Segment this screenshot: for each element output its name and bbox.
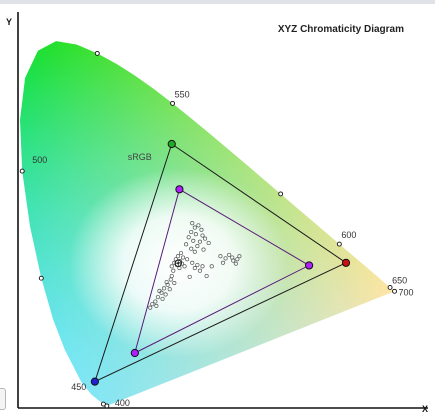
gamut-vertex xyxy=(167,139,176,149)
data-points xyxy=(148,221,242,310)
data-point xyxy=(197,268,202,273)
data-point xyxy=(223,256,228,261)
data-point xyxy=(180,255,186,260)
gamut-vertex xyxy=(90,377,99,386)
data-point xyxy=(227,252,232,257)
data-point xyxy=(164,280,169,285)
data-point xyxy=(153,299,158,304)
gamut-layer: sRGB xyxy=(90,139,351,386)
data-point xyxy=(172,260,177,265)
data-point xyxy=(186,235,191,240)
data-point xyxy=(203,236,208,241)
data-point xyxy=(235,257,240,262)
spectral-locus-fill xyxy=(20,41,395,406)
data-point xyxy=(201,247,206,252)
gamut-vertex xyxy=(341,258,351,267)
wavelength-labels: 400 450 500 550 600 650 700 xyxy=(32,89,413,408)
locus-marker xyxy=(38,275,44,281)
wavelength-label: 450 xyxy=(71,382,86,392)
data-point xyxy=(192,249,197,254)
data-point xyxy=(160,296,165,301)
data-point xyxy=(195,244,200,249)
data-point xyxy=(172,280,177,286)
locus-marker xyxy=(278,191,284,197)
window-top-bar xyxy=(0,0,435,4)
gamut-vertex xyxy=(130,348,139,358)
wavelength-label: 550 xyxy=(175,89,190,99)
data-point xyxy=(199,227,204,232)
locus-marker xyxy=(392,288,397,294)
data-point xyxy=(192,266,197,271)
gamut-triangle-1 xyxy=(134,188,311,354)
data-point xyxy=(162,286,167,291)
data-point xyxy=(196,223,201,228)
data-point xyxy=(150,302,155,307)
data-point xyxy=(182,264,187,269)
wavelength-label: 500 xyxy=(32,155,47,165)
data-point xyxy=(192,225,197,230)
data-point xyxy=(168,277,173,282)
axes xyxy=(17,12,428,409)
data-point xyxy=(193,232,198,237)
data-point xyxy=(209,264,214,269)
data-point xyxy=(190,221,195,226)
data-point xyxy=(200,233,205,238)
locus-marker xyxy=(387,284,393,290)
white-point-center xyxy=(177,262,180,265)
wavelength-label: 650 xyxy=(392,275,407,285)
data-point xyxy=(187,274,192,279)
gamut-triangle-srgb xyxy=(94,143,348,383)
data-point xyxy=(165,282,170,287)
data-point xyxy=(189,229,194,235)
data-point xyxy=(175,254,180,259)
data-point xyxy=(178,251,184,256)
data-point xyxy=(167,287,172,292)
locus-marker xyxy=(19,168,25,174)
data-point xyxy=(184,242,189,247)
side-toggle-button[interactable] xyxy=(0,388,6,410)
data-point xyxy=(230,255,235,260)
locus-marker xyxy=(100,401,106,407)
data-point xyxy=(179,261,185,266)
locus-markers xyxy=(19,50,397,409)
data-point xyxy=(237,254,242,259)
data-point xyxy=(157,288,162,294)
data-point xyxy=(191,238,196,243)
data-point xyxy=(233,261,238,266)
wavelength-label: 700 xyxy=(399,287,414,297)
data-point xyxy=(177,258,183,264)
data-point xyxy=(197,239,202,244)
white-point xyxy=(174,259,183,267)
gamut-label: sRGB xyxy=(128,152,152,162)
locus-marker xyxy=(336,241,342,247)
locus-marker xyxy=(170,100,176,106)
data-point xyxy=(163,292,168,297)
data-point xyxy=(220,260,226,265)
gamut-vertex xyxy=(305,261,314,270)
data-point xyxy=(218,254,223,259)
chart-title: XYZ Chromaticity Diagram xyxy=(278,24,404,35)
data-point xyxy=(185,257,190,262)
x-axis-label: X xyxy=(422,404,428,414)
wavelength-label: 600 xyxy=(341,230,356,240)
data-point xyxy=(195,262,200,268)
data-point xyxy=(190,260,195,265)
locus-marker xyxy=(94,50,100,56)
data-point xyxy=(200,264,205,269)
data-point xyxy=(155,295,160,300)
data-point xyxy=(169,273,174,279)
data-point xyxy=(204,273,209,279)
data-point xyxy=(206,240,211,246)
data-point xyxy=(154,303,159,308)
data-point xyxy=(189,246,194,251)
data-point xyxy=(171,268,176,273)
y-axis-label: Y xyxy=(6,17,12,27)
gamut-vertex xyxy=(175,185,184,194)
wavelength-label: 400 xyxy=(115,398,130,408)
data-point xyxy=(169,264,174,269)
data-point xyxy=(148,305,153,310)
